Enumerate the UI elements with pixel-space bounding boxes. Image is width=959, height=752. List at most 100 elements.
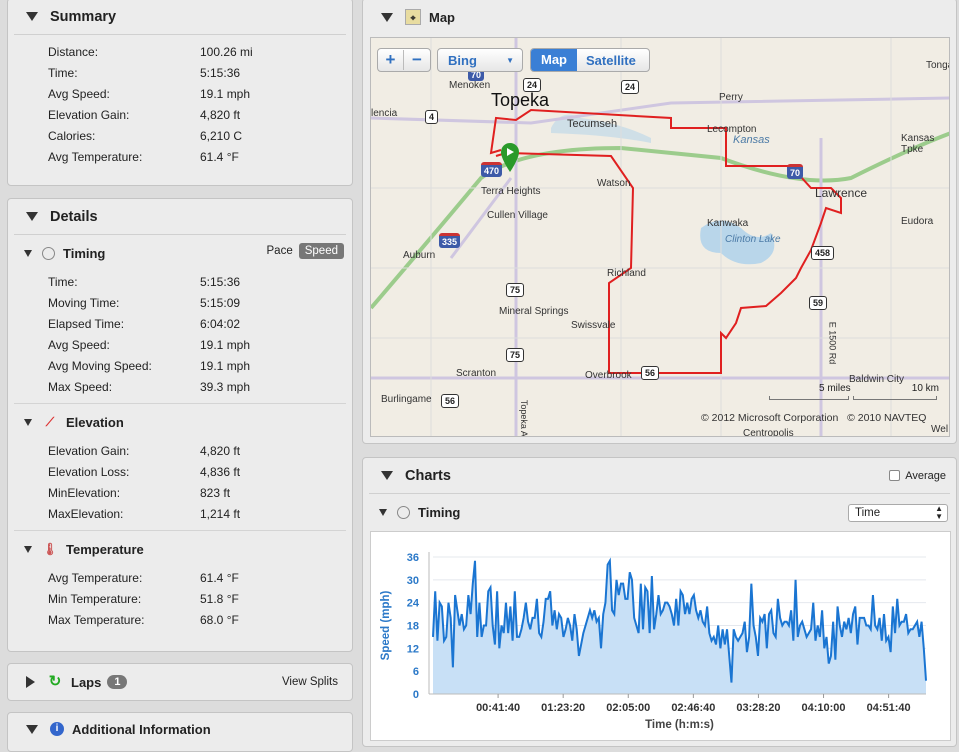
stat-row: Moving Time: 5:15:09 — [8, 292, 352, 313]
map-place-label: Clinton Lake — [725, 234, 781, 245]
stat-row: MinElevation: 823 ft — [8, 482, 352, 503]
stat-value: 4,820 ft — [200, 107, 241, 122]
stat-label: Moving Time: — [48, 295, 120, 310]
scale-miles: 5 miles — [819, 383, 851, 394]
water-bodies — [551, 114, 775, 265]
thermometer-icon: 🌡 — [42, 542, 58, 556]
map-type-map-button[interactable]: Map — [531, 49, 577, 71]
average-checkbox[interactable]: Average — [889, 470, 946, 482]
temperature-title: Temperature — [66, 541, 144, 557]
collapse-triangle-icon[interactable] — [26, 12, 38, 21]
collapse-triangle-icon[interactable] — [379, 508, 387, 516]
clock-icon — [397, 505, 410, 519]
road-shield-icon: 24 — [621, 80, 640, 94]
map-type-satellite-button[interactable]: Satellite — [586, 52, 636, 68]
y-axis-label: Speed (mph) — [380, 591, 392, 661]
map-canvas — [371, 38, 949, 436]
additional-info-panel: i Additional Information — [7, 712, 353, 752]
summary-header[interactable]: Summary — [14, 0, 346, 35]
stat-value: 19.1 mph — [200, 86, 251, 101]
view-splits-button[interactable]: View Splits — [281, 676, 338, 688]
collapse-triangle-icon[interactable] — [24, 249, 32, 257]
map-place-label: Scranton — [456, 368, 497, 379]
map-place-label: lencia — [371, 108, 398, 119]
stat-label: Max Temperature: — [48, 612, 145, 627]
y-tick-label: 0 — [413, 689, 419, 701]
map-place-label: Perry — [719, 92, 743, 103]
checkbox-box[interactable] — [889, 470, 901, 481]
summary-title: Summary — [50, 8, 117, 25]
stat-row: Avg Temperature: 61.4 °F — [8, 567, 352, 588]
collapse-triangle-icon[interactable] — [24, 418, 32, 426]
copyright-microsoft: © 2012 Microsoft Corporation — [701, 412, 839, 424]
stat-value: 823 ft — [200, 485, 231, 500]
zoom-out-button[interactable]: − — [412, 50, 422, 69]
elevation-section-header[interactable]: ⟋ Elevation — [8, 404, 352, 440]
stat-row: Max Speed: 39.3 mph — [8, 376, 352, 397]
additional-info-header[interactable]: i Additional Information — [14, 713, 346, 745]
map-place-label: Topeka — [491, 90, 550, 110]
timing-section-header[interactable]: Timing Pace Speed — [8, 235, 352, 271]
scale-km: 10 km — [911, 383, 939, 394]
collapse-triangle-icon[interactable] — [381, 471, 393, 480]
stat-row: Time: 5:15:36 — [8, 62, 352, 83]
stat-label: Avg Speed: — [48, 86, 110, 101]
provider-value: Bing — [448, 52, 477, 68]
map-view[interactable]: Topeka Tecumseh Menoken Perry Lecompton Kansa… — [370, 37, 950, 437]
stat-value: 39.3 mph — [200, 379, 251, 394]
pace-option[interactable]: Pace — [266, 245, 293, 257]
pace-speed-toggle[interactable]: Pace Speed — [267, 243, 344, 259]
laps-header[interactable]: ↻ Laps 1 View Splits — [14, 664, 346, 700]
map-provider-dropdown[interactable]: Bing ▼ — [437, 48, 523, 72]
x-tick-label: 02:46:40 — [671, 702, 715, 714]
clock-icon — [42, 246, 55, 260]
temperature-section-header[interactable]: 🌡 Temperature — [8, 531, 352, 567]
collapse-triangle-icon[interactable] — [26, 724, 38, 734]
y-tick-label: 12 — [407, 643, 419, 655]
collapse-triangle-icon[interactable] — [26, 212, 38, 221]
divider — [14, 403, 346, 404]
map-place-label: Tecumseh — [567, 118, 618, 130]
road-shield-icon: 75 — [506, 348, 525, 362]
stat-value: 6:04:02 — [200, 316, 241, 331]
map-place-label: Mineral Springs — [499, 306, 569, 317]
map-header[interactable]: ⌖ Map — [369, 0, 950, 35]
stat-label: Distance: — [48, 44, 99, 59]
start-marker-icon[interactable] — [501, 143, 519, 173]
collapse-triangle-icon[interactable] — [381, 12, 393, 22]
expand-triangle-icon[interactable] — [26, 676, 35, 688]
average-label: Average — [905, 469, 946, 482]
chart-area[interactable]: 0 6 12 18 24 30 36 00:41:40 01:23:20 02:05:00 02:4… — [370, 531, 951, 741]
chart-timing-header[interactable]: Timing Time ▲ ▼ — [363, 494, 956, 530]
stat-value: 5:15:09 — [200, 295, 241, 310]
stat-label: Elapsed Time: — [48, 316, 125, 331]
info-icon: i — [50, 722, 64, 736]
charts-title: Charts — [405, 467, 451, 484]
details-header[interactable]: Details — [14, 199, 346, 235]
divider — [14, 530, 346, 531]
road-shield-icon: 56 — [641, 366, 660, 380]
stat-row: Calories: 6,210 C — [8, 125, 352, 146]
y-tick-label: 6 — [413, 666, 419, 678]
stat-value: 51.8 °F — [200, 591, 239, 606]
road-shield-icon: 335 — [439, 233, 461, 248]
map-place-label: Menoken — [449, 80, 491, 91]
chart-timing-title: Timing — [418, 504, 461, 520]
speed-option[interactable]: Speed — [298, 243, 344, 259]
zoom-in-button[interactable]: + — [378, 50, 404, 70]
route-line — [489, 108, 842, 374]
select-arrows-icon: ▲ ▼ — [935, 504, 943, 521]
map-place-label: E 1500 Rd — [827, 321, 838, 365]
map-place-label: Richland — [607, 268, 646, 279]
speed-chart[interactable]: 0 6 12 18 24 30 36 00:41:40 01:23:20 02:05:00 02:4… — [371, 532, 952, 742]
charts-header[interactable]: Charts Average — [369, 458, 950, 494]
stat-row: Avg Temperature: 61.4 °F — [8, 146, 352, 167]
stat-value: 4,836 ft — [200, 464, 241, 479]
collapse-triangle-icon[interactable] — [24, 545, 32, 553]
map-panel: ⌖ Map Topeka Tecumseh Menoken Perry Lecompton… — [362, 0, 957, 444]
map-copyright: © 2012 Microsoft Corporation © 2010 NAVT… — [701, 412, 926, 424]
x-axis-select[interactable]: Time ▲ ▼ — [848, 504, 948, 522]
minor-roads — [371, 38, 949, 436]
x-axis-label: Time (h:m:s) — [645, 719, 714, 731]
charts-panel: Charts Average Timing Time ▲ ▼ 0 6 12 18 24 30 3… — [362, 457, 957, 747]
